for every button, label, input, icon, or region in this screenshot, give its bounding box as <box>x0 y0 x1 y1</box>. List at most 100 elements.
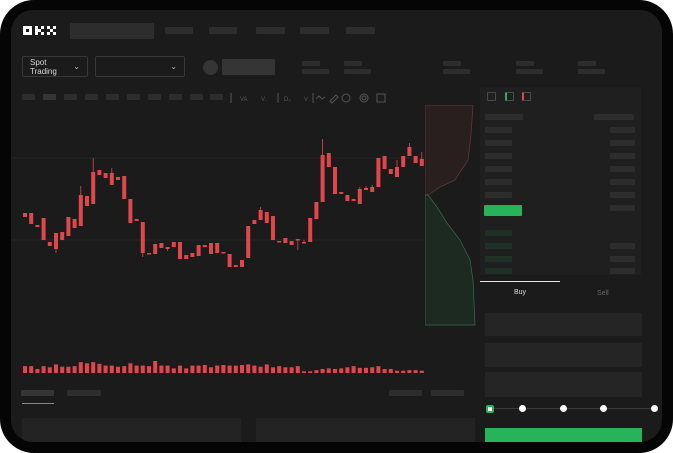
volume-bar <box>85 363 89 373</box>
ask-price <box>485 179 512 185</box>
nav-item[interactable] <box>256 27 285 34</box>
stat-value <box>302 69 329 74</box>
candle <box>388 169 393 174</box>
volume-bar <box>382 369 387 373</box>
search-bar[interactable] <box>70 23 154 39</box>
volume-bar <box>209 367 213 373</box>
book-header <box>485 114 523 120</box>
nav-item[interactable] <box>165 27 193 34</box>
candle <box>295 239 300 241</box>
volume-bar <box>165 365 170 373</box>
volume-bar <box>227 365 232 373</box>
bid-price <box>485 230 512 236</box>
slider-mark-50[interactable] <box>560 405 567 412</box>
ask-size <box>610 153 635 159</box>
candle <box>60 232 65 240</box>
percent-slider[interactable] <box>489 408 656 409</box>
nav-item[interactable] <box>346 27 375 34</box>
tab-order-history[interactable] <box>67 390 101 396</box>
volume-bar <box>233 365 238 373</box>
bid-size <box>610 243 635 249</box>
candle <box>171 242 176 247</box>
interval-button[interactable] <box>43 94 56 100</box>
book-header <box>594 114 634 120</box>
filter-button[interactable] <box>431 390 464 396</box>
chevron-down-icon: ⌄ <box>73 62 80 71</box>
volume-bar <box>271 367 275 373</box>
interval-button[interactable] <box>190 94 203 100</box>
stat-value <box>578 69 605 74</box>
candle <box>240 260 244 267</box>
candle <box>264 212 269 223</box>
price-input[interactable] <box>485 313 642 336</box>
book-both-icon[interactable] <box>487 92 496 101</box>
interval-button[interactable] <box>169 94 182 100</box>
volume-bar <box>357 367 362 373</box>
book-asks-icon[interactable] <box>522 92 531 101</box>
candle <box>29 213 34 224</box>
volume-bar <box>91 362 96 373</box>
volume-bar <box>23 366 27 373</box>
candle <box>382 156 387 169</box>
slider-mark-25[interactable] <box>519 405 526 412</box>
market-type-dropdown[interactable]: Spot Trading ⌄ <box>22 56 88 77</box>
slider-mark-75[interactable] <box>600 405 607 412</box>
candle <box>134 219 139 221</box>
interval-button[interactable] <box>64 94 77 100</box>
ask-size <box>610 179 635 185</box>
bid-price <box>485 268 512 274</box>
volume-bar <box>221 365 226 373</box>
buy-button[interactable] <box>485 428 642 442</box>
candle <box>78 195 83 226</box>
candle <box>376 158 381 187</box>
interval-button[interactable] <box>127 94 140 100</box>
total-input[interactable] <box>485 372 642 397</box>
tab-open-orders[interactable] <box>21 390 54 396</box>
volume-bar <box>413 370 418 373</box>
volume-bar <box>277 366 282 373</box>
book-bids-icon[interactable] <box>505 92 514 101</box>
depth-chart <box>425 105 476 326</box>
candle <box>289 241 294 245</box>
candlestick-chart[interactable] <box>11 105 431 375</box>
slider-mark-100[interactable] <box>651 405 658 412</box>
stat-label <box>578 61 596 66</box>
nav-item[interactable] <box>209 27 237 34</box>
ask-price <box>485 153 512 159</box>
svg-text:VA: VA <box>240 97 248 103</box>
pair-dropdown[interactable]: ⌄ <box>95 56 185 77</box>
volume-bar <box>159 365 164 373</box>
tab-buy[interactable]: Buy <box>514 289 527 296</box>
interval-button[interactable] <box>85 94 98 100</box>
interval-button[interactable] <box>22 94 35 100</box>
okx-logo[interactable] <box>23 25 59 36</box>
market-type-label: Spot Trading <box>30 57 57 76</box>
nav-item[interactable] <box>300 27 329 34</box>
interval-button[interactable] <box>148 94 161 100</box>
filter-button[interactable] <box>389 390 422 396</box>
candle <box>116 177 120 180</box>
candle <box>153 244 158 254</box>
volume-bar <box>370 367 375 373</box>
ruler-icon <box>329 94 339 104</box>
orders-panel-left <box>22 418 241 442</box>
candle <box>159 243 164 248</box>
volume-bar <box>295 366 300 373</box>
volume-bar <box>240 365 244 373</box>
candle <box>47 242 52 246</box>
candle <box>215 243 220 253</box>
slider-handle[interactable] <box>486 405 494 413</box>
interval-button[interactable] <box>106 94 119 100</box>
buy-tab-underline <box>480 281 560 282</box>
volume-bar <box>66 366 71 373</box>
volume-bar <box>407 370 412 373</box>
volume-bar <box>60 366 65 373</box>
candle <box>227 254 232 267</box>
ask-size <box>610 166 635 172</box>
tab-sell[interactable]: Sell <box>597 290 609 297</box>
last-price <box>484 205 522 216</box>
bid-price <box>485 243 512 249</box>
interval-button[interactable] <box>210 94 223 100</box>
amount-input[interactable] <box>485 343 642 367</box>
candle <box>351 199 356 201</box>
